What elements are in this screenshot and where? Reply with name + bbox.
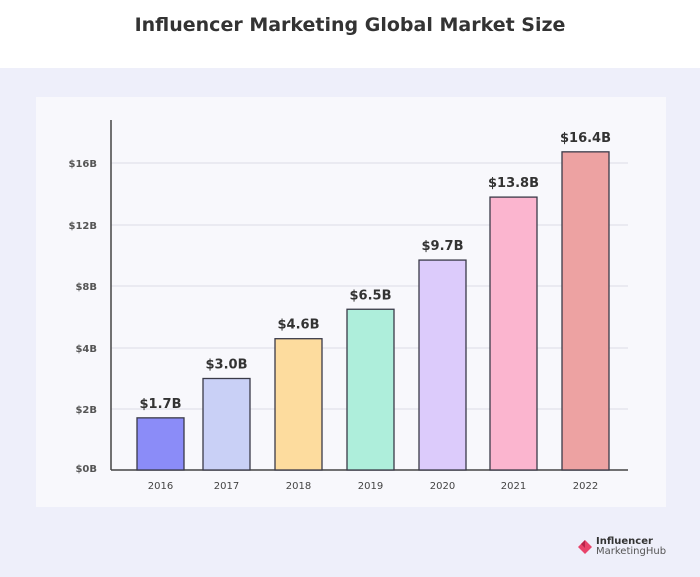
logo-line2: MarketingHub bbox=[596, 546, 667, 557]
logo-line1: Influencer bbox=[596, 536, 653, 547]
y-tick-label: $8B bbox=[75, 282, 97, 293]
x-tick-label: 2017 bbox=[214, 481, 239, 492]
logo-icon bbox=[578, 540, 592, 554]
data-label: $4.6B bbox=[278, 318, 320, 333]
y-tick-label: $0B bbox=[75, 464, 97, 475]
bar-2016 bbox=[136, 417, 185, 471]
x-tick-label: 2016 bbox=[148, 481, 173, 492]
y-tick-label: $16B bbox=[69, 159, 98, 170]
bar-2018 bbox=[274, 338, 323, 471]
data-label: $16.4B bbox=[560, 131, 611, 146]
chart-title: Influencer Marketing Global Market Size bbox=[134, 14, 566, 36]
x-tick-label: 2020 bbox=[430, 481, 455, 492]
bar-2020 bbox=[418, 259, 467, 471]
bar-2021 bbox=[489, 196, 538, 471]
data-label: $3.0B bbox=[206, 358, 248, 373]
data-label: $9.7B bbox=[422, 239, 464, 254]
data-label: $13.8B bbox=[488, 176, 539, 191]
data-label: $6.5B bbox=[350, 288, 392, 303]
y-tick-label: $4B bbox=[75, 344, 97, 355]
x-tick-label: 2018 bbox=[286, 481, 311, 492]
x-tick-label: 2021 bbox=[501, 481, 526, 492]
x-tick-label: 2022 bbox=[573, 481, 598, 492]
x-tick-label: 2019 bbox=[358, 481, 383, 492]
bar-2022 bbox=[561, 151, 610, 471]
bar-2019 bbox=[346, 308, 395, 471]
y-tick-label: $2B bbox=[75, 405, 97, 416]
y-tick-label: $12B bbox=[69, 221, 98, 232]
data-label: $1.7B bbox=[140, 397, 182, 412]
bar-2017 bbox=[202, 377, 251, 471]
logo: Influencer MarketingHub bbox=[577, 537, 666, 557]
